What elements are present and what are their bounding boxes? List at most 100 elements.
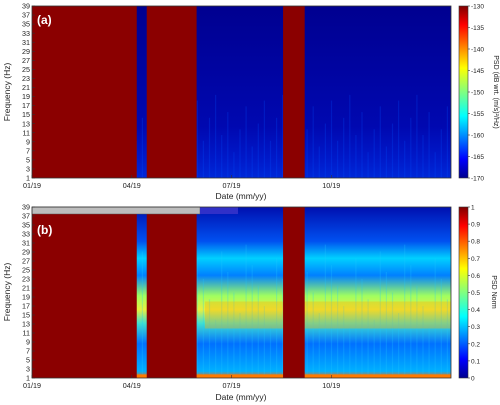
spectrogram-streak xyxy=(215,94,217,178)
y-tick-label: 33 xyxy=(22,230,30,239)
spectrogram-streak xyxy=(391,123,394,178)
panel-b-label: (b) xyxy=(37,223,52,237)
spectrogram-streak xyxy=(361,278,363,378)
spectrogram-streak xyxy=(440,129,442,178)
y-tick-label: 15 xyxy=(22,110,30,119)
spectrogram-streak xyxy=(428,326,430,378)
spectrogram-streak xyxy=(337,140,339,178)
panel-b: (b) 13579111315171921232527293133353739 … xyxy=(2,203,497,402)
y-tick-label: 11 xyxy=(23,128,30,137)
spectrogram-streak xyxy=(428,112,430,178)
panel-b-overlay-bar xyxy=(31,206,201,215)
spectrogram-streak xyxy=(434,152,436,178)
panel-b-x-label: Date (mm/yy) xyxy=(216,392,267,402)
spectrogram-streak xyxy=(141,251,143,378)
y-tick-label: 5 xyxy=(26,356,30,365)
spectrogram-streak xyxy=(367,299,369,378)
spectrogram-streak xyxy=(324,123,326,178)
no-data-block xyxy=(283,207,305,378)
y-tick-label: 21 xyxy=(22,284,30,293)
colorbar-tick-label: -160 xyxy=(471,133,484,140)
panel-b-colorbar-label: PSD Norm xyxy=(490,275,497,309)
spectrogram-streak xyxy=(257,285,259,378)
spectrogram-streak xyxy=(239,313,241,378)
spectrogram-streak xyxy=(202,278,204,378)
y-tick-label: 11 xyxy=(23,329,30,338)
y-tick-label: 37 xyxy=(22,212,30,221)
spectrogram-streak xyxy=(446,106,448,178)
spectrogram-streak xyxy=(324,244,326,378)
y-tick-label: 25 xyxy=(22,266,30,275)
y-tick-label: 21 xyxy=(22,83,30,92)
y-tick-label: 9 xyxy=(26,137,30,146)
colorbar-tick-label: -165 xyxy=(471,154,484,161)
x-tick-label: 04/19 xyxy=(123,181,141,190)
y-tick-label: 19 xyxy=(22,92,30,101)
y-tick-label: 23 xyxy=(22,74,30,83)
colorbar-tick-label: 0.2 xyxy=(471,341,480,348)
y-tick-label: 3 xyxy=(26,365,30,374)
no-data-block xyxy=(32,207,137,378)
spectrogram-streak xyxy=(276,258,278,378)
spectrogram-streak xyxy=(410,265,412,378)
colorbar-tick-label: -150 xyxy=(471,90,484,97)
spectrogram-streak xyxy=(422,306,424,378)
panel-a-colorbar-ticks: -130 -135 -140 -145 -150 -155 -160 -165 -170 xyxy=(468,4,484,183)
y-tick-label: 7 xyxy=(26,347,30,356)
panel-a-y-label: Frequency (Hz) xyxy=(2,63,12,122)
panel-a-colorbar-label: PSD (dB wrt. (m/s)²/Hz) xyxy=(492,55,499,129)
spectrogram-streak xyxy=(233,152,235,178)
y-tick-label: 13 xyxy=(22,320,30,329)
x-tick-label: 07/19 xyxy=(223,381,241,390)
y-tick-label: 17 xyxy=(22,302,30,311)
y-tick-label: 35 xyxy=(22,20,30,29)
y-tick-label: 23 xyxy=(22,275,30,284)
y-tick-label: 17 xyxy=(22,101,30,110)
panel-b-colorbar xyxy=(458,206,469,379)
colorbar-tick-label: 0.1 xyxy=(471,358,480,365)
colorbar-tick-label: 0.9 xyxy=(471,222,480,229)
panel-b-x-ticks: 01/19 04/19 07/19 10/19 xyxy=(23,375,340,390)
y-tick-label: 39 xyxy=(22,203,30,212)
spectrogram-low-band xyxy=(32,374,451,378)
spectrogram-streak xyxy=(202,140,204,178)
colorbar-tick-label: -155 xyxy=(471,111,484,118)
x-tick-label: 10/19 xyxy=(322,381,340,390)
spectrogram-streak xyxy=(373,319,375,378)
y-tick-label: 27 xyxy=(22,257,30,266)
spectrogram-streak xyxy=(343,117,345,178)
spectrogram-streak xyxy=(391,292,394,378)
panel-b-frame xyxy=(31,206,452,379)
colorbar-tick-label: 0.5 xyxy=(471,290,480,297)
spectrogram-streak xyxy=(269,140,272,178)
spectrogram-streak xyxy=(276,117,278,178)
spectrogram-streak xyxy=(141,117,143,178)
panel-a-x-ticks: 01/19 04/19 07/19 10/19 xyxy=(23,175,340,190)
panel-a: (a) 13579111315171921232527293133353739 … xyxy=(2,2,499,201)
spectrogram-streak xyxy=(361,112,363,178)
colorbar-tick-label: 0.7 xyxy=(471,256,480,263)
spectrogram-streak xyxy=(251,265,253,378)
spectrogram-streak xyxy=(446,299,448,378)
spectrogram-streak xyxy=(306,129,308,178)
spectrogram-streak xyxy=(398,100,400,178)
spectrogram-streak xyxy=(434,258,436,378)
spectrogram-streak xyxy=(404,244,406,378)
colorbar-tick-label: 1 xyxy=(471,205,475,212)
y-tick-label: 39 xyxy=(22,2,30,11)
y-tick-label: 1 xyxy=(26,374,30,383)
spectrogram-streak xyxy=(337,285,339,378)
panel-a-x-label: Date (mm/yy) xyxy=(216,191,267,201)
spectrogram-streak xyxy=(404,140,406,178)
spectrogram-streak xyxy=(410,117,412,178)
spectrogram-streak xyxy=(233,292,235,378)
colorbar-tick-label: -140 xyxy=(471,47,484,54)
spectrogram-streak xyxy=(398,313,400,378)
colorbar-tick-label: -135 xyxy=(471,25,484,32)
spectrogram-streak xyxy=(312,106,314,178)
spectrogram-streak xyxy=(221,251,223,378)
spectrogram-streak xyxy=(385,146,387,178)
y-tick-label: 29 xyxy=(22,47,30,56)
panel-b-no-data-blocks xyxy=(32,207,305,378)
